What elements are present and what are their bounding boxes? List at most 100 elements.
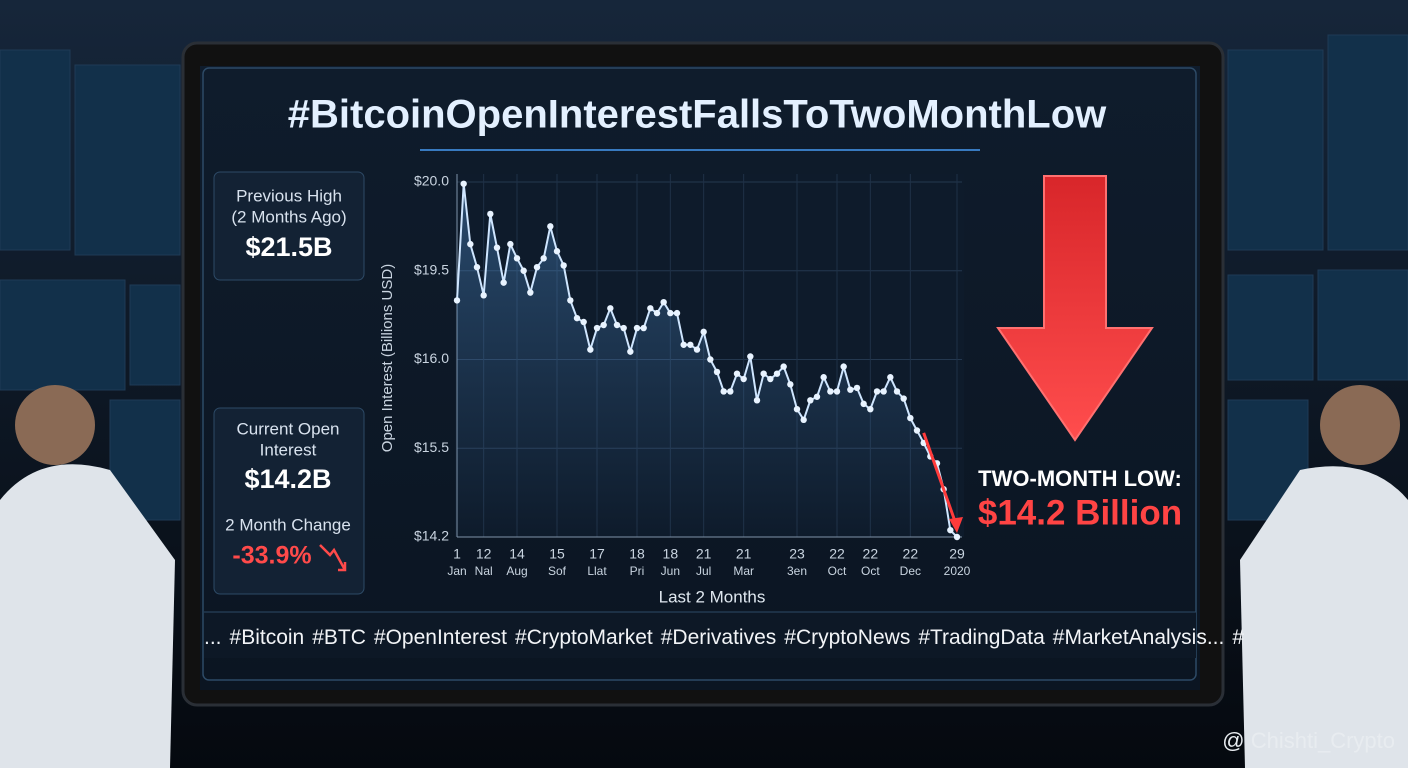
point	[747, 353, 754, 360]
point	[667, 309, 674, 317]
point	[540, 255, 547, 262]
point	[840, 363, 847, 370]
x-tick-sublabel: 3en	[787, 564, 807, 578]
point	[827, 388, 834, 395]
screen-frame	[202, 67, 1197, 681]
hashtag: #	[1232, 626, 1244, 649]
down-icon	[319, 544, 347, 572]
x-tick-label: 1	[453, 546, 461, 562]
ticker: ... #Bitcoin #BTC #OpenInterest #CryptoMarke…	[204, 626, 1244, 649]
point	[793, 406, 801, 413]
x-tick-sublabel: Jul	[696, 564, 711, 578]
point	[893, 388, 901, 395]
stat-label: Previous High	[236, 186, 342, 205]
watermark: @ Chishti_Crypto	[1222, 728, 1395, 753]
x-tick-label: 14	[509, 546, 525, 562]
y-tick-label: $19.5	[414, 261, 449, 277]
point	[833, 388, 841, 395]
point	[587, 346, 594, 353]
x-tick-sublabel: 2020	[944, 564, 971, 578]
stat-value: $14.2B	[244, 464, 331, 494]
hashtag: #Derivatives	[661, 626, 777, 649]
point	[947, 526, 954, 534]
stat-label: (2 Months Ago)	[231, 207, 346, 226]
point	[740, 375, 747, 383]
x-tick-label: 12	[476, 546, 492, 562]
point	[533, 264, 541, 271]
point	[620, 324, 627, 332]
x-tick-label: 29	[949, 546, 965, 562]
callout-value: $14.2 Billion	[978, 493, 1182, 532]
point	[507, 240, 514, 248]
y-tick-label: $20.0	[414, 173, 449, 189]
stat-value: $21.5B	[245, 232, 332, 262]
y-axis-label: Open Interest (Billions USD)	[379, 264, 396, 452]
x-tick-sublabel: Dec	[900, 564, 921, 578]
point	[607, 305, 614, 312]
stat-change: -33.9%	[232, 542, 311, 570]
point	[633, 324, 641, 332]
point	[593, 324, 601, 332]
point	[660, 298, 667, 306]
point	[693, 346, 701, 353]
area	[457, 183, 957, 538]
x-tick-label: 15	[549, 546, 565, 562]
line	[456, 183, 958, 538]
hashtag: ...	[204, 626, 222, 649]
point	[953, 533, 961, 541]
x-tick-sublabel: Nal	[475, 564, 493, 578]
hashtag: #CryptoMarket	[515, 626, 653, 649]
title: #BitcoinOpenInterestFallsToTwoMonthLow	[288, 93, 1107, 137]
background-monitors	[0, 34, 1408, 521]
point	[527, 289, 534, 296]
point	[887, 374, 894, 381]
point	[780, 363, 787, 370]
callout-label: TWO-MONTH LOW:	[978, 466, 1182, 491]
point	[707, 356, 714, 363]
point	[760, 370, 767, 377]
point	[467, 240, 474, 248]
point	[880, 388, 887, 395]
point	[453, 297, 461, 304]
point	[807, 397, 814, 404]
point	[853, 384, 861, 392]
ticker-bar	[204, 612, 1196, 658]
point	[567, 297, 574, 304]
point	[733, 370, 741, 377]
x-tick-sublabel: Mar	[733, 564, 754, 578]
point	[560, 262, 567, 269]
x-tick-sublabel: Jan	[447, 564, 466, 578]
point	[873, 388, 881, 395]
point	[700, 328, 707, 336]
x-tick-sublabel: Oct	[861, 564, 880, 578]
point	[480, 292, 487, 299]
point	[613, 321, 621, 329]
people	[0, 385, 1408, 768]
x-tick-label: 22	[829, 546, 845, 562]
hashtag: #Bitcoin	[230, 626, 305, 649]
point	[493, 244, 501, 251]
point	[867, 406, 874, 413]
point	[460, 180, 467, 187]
point	[600, 321, 607, 329]
point	[500, 279, 507, 286]
point	[800, 416, 807, 424]
x-tick-label: 17	[589, 546, 605, 562]
point	[900, 395, 907, 402]
chart: $14.2 $15.5 $16.0 $19.5 $20.0 1 Jan 12 Nal 14 Aug 1…	[379, 173, 971, 607]
x-tick-sublabel: Llat	[587, 564, 607, 578]
point	[687, 341, 694, 348]
x-tick-label: 23	[789, 546, 805, 562]
point	[860, 400, 867, 408]
point	[640, 324, 647, 332]
x-tick-label: 21	[696, 546, 712, 562]
x-tick-label: 18	[629, 546, 645, 562]
x-tick-sublabel: Sof	[548, 564, 567, 578]
point	[847, 386, 854, 393]
point	[720, 388, 727, 395]
stat-label: Interest	[260, 440, 317, 459]
stat-label: 2 Month Change	[225, 515, 351, 534]
point	[907, 414, 914, 422]
x-tick-sublabel: Aug	[506, 564, 527, 578]
